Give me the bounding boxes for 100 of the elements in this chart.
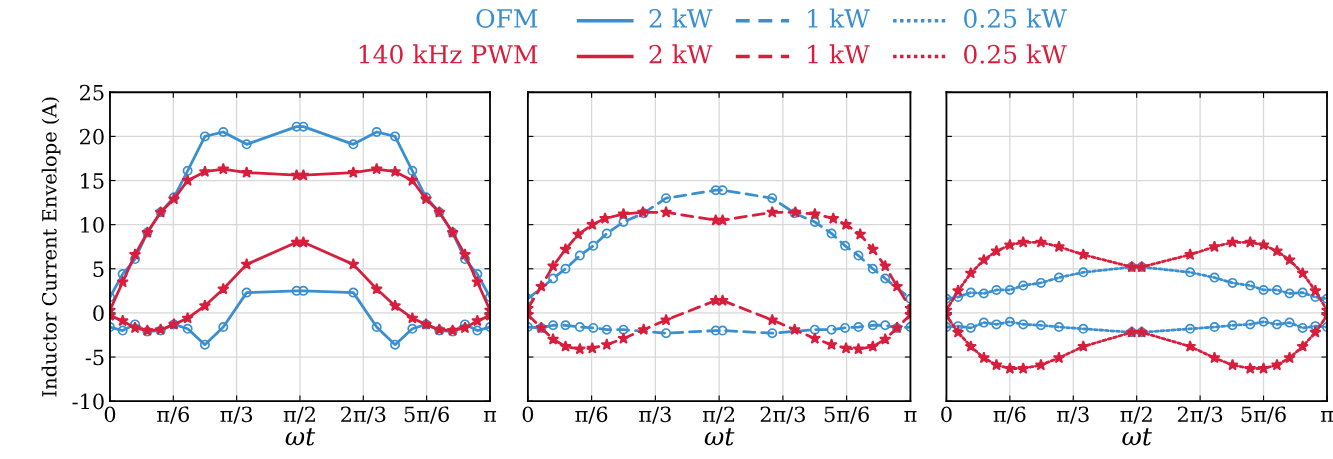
point (1310, 292, 1321, 303)
point (880, 273, 891, 284)
legend-label: 1 kW (808, 44, 870, 64)
point (1271, 284, 1282, 295)
point (390, 339, 401, 350)
x-tick-label: 0 (104, 406, 116, 423)
point (1227, 320, 1238, 331)
point (717, 185, 728, 196)
x-tick-label: 2π/3 (760, 406, 805, 424)
point (617, 332, 630, 344)
point (199, 131, 210, 142)
y-tick-label: 15 (81, 172, 104, 189)
point (767, 193, 778, 204)
point (1245, 319, 1256, 330)
point (617, 207, 630, 220)
point (716, 213, 729, 226)
point (977, 253, 990, 266)
point (854, 227, 867, 240)
point (717, 325, 728, 336)
point (370, 282, 383, 295)
point (867, 263, 878, 274)
point (827, 212, 840, 224)
point (588, 240, 599, 251)
point (297, 235, 310, 248)
point (1053, 322, 1064, 333)
point (867, 320, 878, 331)
point (1244, 235, 1257, 248)
point (601, 324, 612, 335)
point (218, 322, 229, 333)
point (574, 322, 585, 333)
x-tick-label: 5π/6 (824, 406, 869, 424)
point (458, 248, 472, 260)
point (990, 358, 1003, 371)
point (964, 340, 977, 352)
point (117, 325, 128, 336)
point (371, 126, 382, 137)
y-axis-title: Inductor Current Envelope (A) (41, 97, 61, 397)
point (661, 328, 672, 339)
point (218, 126, 229, 137)
point (1018, 319, 1029, 330)
point (808, 207, 821, 220)
point (548, 320, 559, 331)
point (1208, 240, 1221, 253)
x-tick-label: 5π/6 (1241, 406, 1286, 424)
point (182, 323, 193, 334)
point (298, 121, 309, 132)
point (347, 166, 360, 178)
x-tick-label: 5π/6 (404, 406, 449, 424)
point (866, 340, 879, 352)
point (198, 299, 212, 312)
point (977, 351, 990, 364)
y-tick-label: 25 (80, 84, 104, 101)
x-tick-label: 0 (522, 406, 534, 423)
point (659, 313, 673, 326)
point (879, 259, 892, 272)
point (1078, 323, 1089, 334)
point (181, 311, 194, 324)
text: 0.25 kW (964, 44, 1067, 64)
point (586, 341, 599, 354)
point (978, 288, 989, 299)
x-tick-label: π/2 (283, 406, 315, 424)
point (1208, 351, 1221, 364)
point (951, 325, 965, 338)
point (1270, 358, 1284, 371)
point (371, 322, 382, 333)
point (991, 284, 1002, 295)
x-tick-label: π/6 (575, 406, 608, 424)
point (1184, 340, 1197, 352)
point (1209, 322, 1220, 333)
legend-label: 2 kW (649, 8, 713, 28)
point (1053, 272, 1064, 283)
point (965, 322, 976, 333)
point (548, 273, 559, 284)
point (217, 162, 230, 175)
point (1017, 362, 1030, 374)
point (852, 342, 865, 355)
point (1245, 280, 1256, 291)
point (1034, 235, 1048, 248)
point (1257, 362, 1270, 374)
point (472, 325, 483, 336)
point (1258, 284, 1269, 295)
point (840, 240, 851, 251)
point (471, 275, 484, 288)
point (879, 332, 892, 345)
point (406, 311, 419, 324)
text: OFM (476, 9, 538, 28)
point (853, 250, 864, 261)
y-tick-label: 0 (93, 305, 104, 322)
x-tick-label: π/6 (993, 406, 1026, 424)
point (240, 166, 253, 178)
point (560, 320, 571, 331)
point (1004, 284, 1015, 295)
point (1052, 351, 1066, 364)
point (458, 321, 472, 334)
point (1226, 358, 1239, 371)
x-tick-label: 2π/3 (341, 406, 386, 424)
point (559, 242, 572, 255)
point (1309, 284, 1322, 297)
point (853, 322, 864, 333)
x-tick-label: π/2 (702, 406, 735, 424)
